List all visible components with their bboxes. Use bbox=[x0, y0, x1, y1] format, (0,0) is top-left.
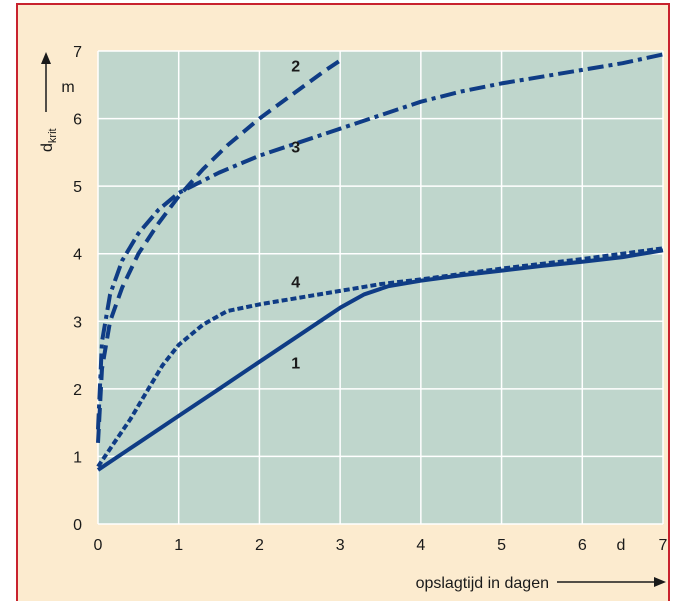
series-line-1 bbox=[96, 248, 664, 472]
y-axis-label: dkrit bbox=[39, 128, 59, 152]
y-tick-label: 6 bbox=[73, 112, 82, 129]
series-label-2: 2 bbox=[291, 58, 300, 75]
y-tick-label: 0 bbox=[73, 517, 82, 534]
series-label-4: 4 bbox=[291, 275, 300, 292]
y-unit-label: m bbox=[61, 79, 74, 96]
x-unit-label: d bbox=[617, 537, 626, 554]
x-axis-label: opslagtijd in dagen bbox=[416, 575, 549, 592]
y-tick-label: 7 bbox=[73, 44, 82, 61]
y-axis-label-sub: krit bbox=[47, 128, 59, 143]
x-tick-label: 4 bbox=[416, 537, 425, 554]
x-tick-label: 2 bbox=[255, 537, 264, 554]
series-line-4 bbox=[96, 246, 664, 468]
series-line-2 bbox=[96, 56, 346, 444]
series-line-3 bbox=[96, 52, 664, 430]
x-tick-label: 7 bbox=[659, 537, 668, 554]
x-axis-arrow-head bbox=[654, 577, 666, 587]
series-label-1: 1 bbox=[291, 356, 300, 373]
x-tick-label: 5 bbox=[497, 537, 506, 554]
y-tick-label: 2 bbox=[73, 382, 82, 399]
y-tick-label: 1 bbox=[73, 449, 82, 466]
y-axis-label-main: d bbox=[39, 143, 56, 152]
x-tick-label: 0 bbox=[94, 537, 103, 554]
x-tick-label: 1 bbox=[174, 537, 183, 554]
y-tick-label: 4 bbox=[73, 247, 82, 264]
y-tick-label: 5 bbox=[73, 179, 82, 196]
y-tick-label: 3 bbox=[73, 314, 82, 331]
x-tick-label: 3 bbox=[336, 537, 345, 554]
x-tick-label: 6 bbox=[578, 537, 587, 554]
series-label-3: 3 bbox=[291, 139, 300, 156]
y-axis-arrow-head bbox=[41, 52, 51, 64]
